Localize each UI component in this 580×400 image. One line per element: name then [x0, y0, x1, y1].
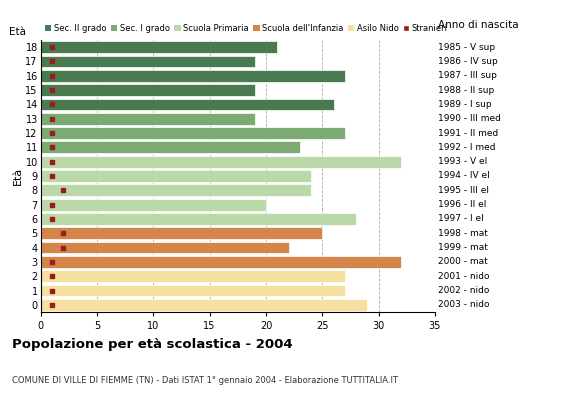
Bar	[41, 299, 367, 311]
Bar	[41, 98, 333, 110]
Text: Anno di nascita: Anno di nascita	[438, 20, 519, 30]
Text: 1996 - II el: 1996 - II el	[438, 200, 486, 209]
Text: 1987 - III sup: 1987 - III sup	[438, 71, 497, 80]
Text: 1988 - II sup: 1988 - II sup	[438, 86, 494, 95]
Y-axis label: Età: Età	[13, 167, 23, 185]
Text: 2001 - nido: 2001 - nido	[438, 272, 490, 281]
Text: 1986 - IV sup: 1986 - IV sup	[438, 57, 498, 66]
Text: 1998 - mat: 1998 - mat	[438, 229, 488, 238]
Bar	[41, 41, 277, 53]
Text: Età: Età	[9, 27, 26, 37]
Bar	[41, 199, 266, 210]
Text: 1991 - II med: 1991 - II med	[438, 128, 498, 138]
Bar	[41, 170, 311, 182]
Text: 2000 - mat: 2000 - mat	[438, 257, 488, 266]
Bar	[41, 256, 401, 268]
Bar	[41, 56, 255, 67]
Bar	[41, 113, 255, 125]
Text: 1995 - III el: 1995 - III el	[438, 186, 489, 195]
Text: 2002 - nido: 2002 - nido	[438, 286, 490, 295]
Bar	[41, 285, 345, 296]
Text: 1993 - V el: 1993 - V el	[438, 157, 487, 166]
Bar	[41, 227, 322, 239]
Bar	[41, 142, 300, 153]
Text: COMUNE DI VILLE DI FIEMME (TN) - Dati ISTAT 1° gennaio 2004 - Elaborazione TUTTI: COMUNE DI VILLE DI FIEMME (TN) - Dati IS…	[12, 376, 398, 385]
Bar	[41, 156, 401, 168]
Bar	[41, 242, 288, 254]
Text: Popolazione per età scolastica - 2004: Popolazione per età scolastica - 2004	[12, 338, 292, 351]
Text: 1990 - III med: 1990 - III med	[438, 114, 501, 123]
Bar	[41, 84, 255, 96]
Bar	[41, 70, 345, 82]
Text: 1992 - I med: 1992 - I med	[438, 143, 495, 152]
Bar	[41, 184, 311, 196]
Bar	[41, 127, 345, 139]
Text: 1994 - IV el: 1994 - IV el	[438, 172, 490, 180]
Legend: Sec. II grado, Sec. I grado, Scuola Primaria, Scuola dell'Infanzia, Asilo Nido, : Sec. II grado, Sec. I grado, Scuola Prim…	[45, 24, 448, 33]
Text: 1997 - I el: 1997 - I el	[438, 214, 484, 224]
Bar	[41, 270, 345, 282]
Text: 1989 - I sup: 1989 - I sup	[438, 100, 491, 109]
Text: 1985 - V sup: 1985 - V sup	[438, 43, 495, 52]
Text: 1999 - mat: 1999 - mat	[438, 243, 488, 252]
Bar	[41, 213, 356, 225]
Text: 2003 - nido: 2003 - nido	[438, 300, 490, 309]
